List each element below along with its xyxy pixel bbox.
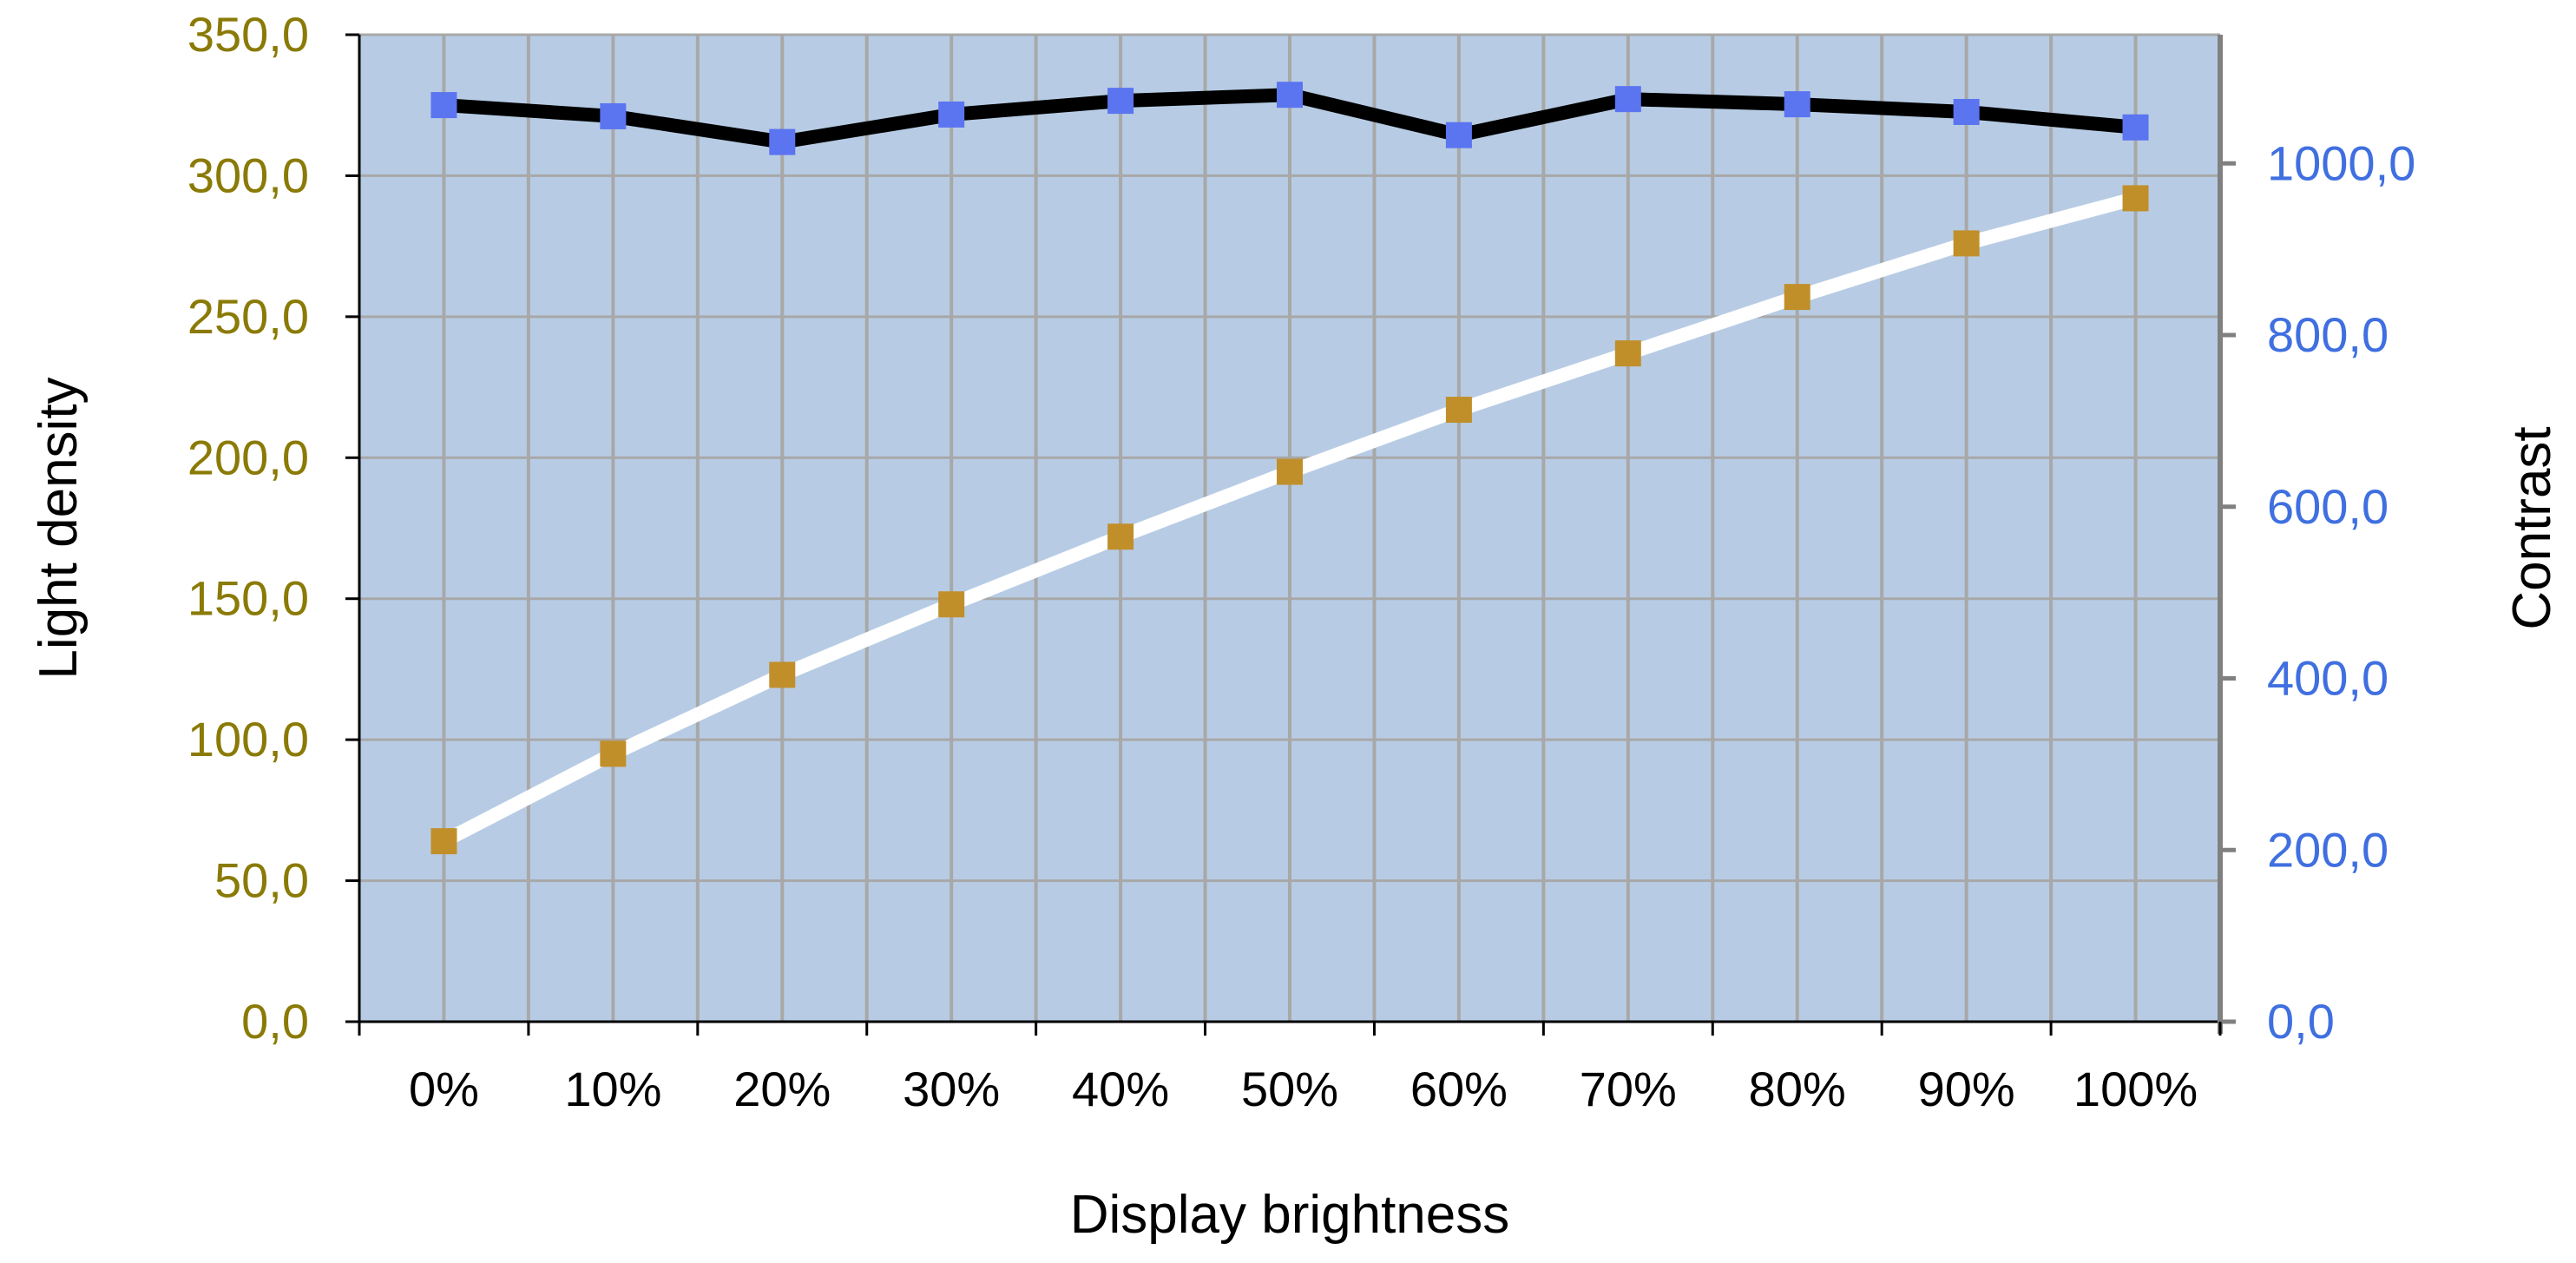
series-1-point [938, 591, 965, 618]
series-2-point [938, 101, 965, 128]
x-tick-label: 80% [1749, 1062, 1846, 1116]
x-tick-label: 40% [1072, 1062, 1169, 1116]
left-tick-label: 0,0 [241, 994, 309, 1049]
right-tick-label: 800,0 [2267, 307, 2389, 362]
right-axis-title: Contrast [2502, 426, 2562, 629]
left-axis-title: Light density [29, 377, 89, 679]
series-1-point [600, 740, 627, 767]
series-2-point [1107, 88, 1134, 115]
series-2-point [769, 128, 796, 155]
right-tick-label: 400,0 [2267, 651, 2389, 706]
series-1-point [1277, 458, 1303, 485]
series-2-point [430, 92, 457, 119]
right-tick-label: 1000,0 [2267, 135, 2415, 190]
series-1-point [1953, 230, 1980, 257]
left-tick-label: 150,0 [187, 571, 309, 626]
x-tick-label: 0% [409, 1062, 479, 1116]
series-2-point [2122, 114, 2149, 141]
x-tick-label: 90% [1918, 1062, 2015, 1116]
left-tick-label: 100,0 [187, 712, 309, 766]
gridlines [359, 33, 2220, 1022]
left-tick-label: 250,0 [187, 289, 309, 344]
series-1-point [1614, 340, 1641, 367]
x-tick-label: 20% [733, 1062, 831, 1116]
left-tick-label: 300,0 [187, 148, 309, 202]
series-1-point [769, 661, 796, 688]
series-1-point [1784, 284, 1810, 311]
series-1-point [430, 828, 457, 855]
series-1-point [2122, 185, 2149, 212]
left-tick-label: 200,0 [187, 430, 309, 484]
left-tick-label: 350,0 [187, 7, 309, 62]
x-tick-label: 30% [903, 1062, 1000, 1116]
right-tick-label: 0,0 [2267, 994, 2335, 1049]
series-2-point [1445, 122, 1472, 148]
x-tick-label: 50% [1241, 1062, 1338, 1116]
series-1-point [1445, 397, 1472, 424]
x-tick-label: 70% [1580, 1062, 1677, 1116]
x-axis-title: Display brightness [1070, 1185, 1510, 1245]
series-2-point [1277, 82, 1303, 109]
x-tick-label: 10% [564, 1062, 661, 1116]
x-tick-label: 100% [2073, 1062, 2198, 1116]
x-tick-label: 60% [1410, 1062, 1508, 1116]
series-2-point [1614, 86, 1641, 113]
series-2-point [600, 102, 627, 129]
series-2 [430, 82, 2149, 155]
right-tick-label: 200,0 [2267, 822, 2389, 877]
series-1-point [1107, 523, 1134, 550]
series-2-point [1953, 98, 1980, 125]
series-2-point [1784, 91, 1810, 118]
right-tick-label: 600,0 [2267, 479, 2389, 534]
left-tick-label: 50,0 [214, 853, 309, 908]
series-1 [430, 185, 2149, 855]
